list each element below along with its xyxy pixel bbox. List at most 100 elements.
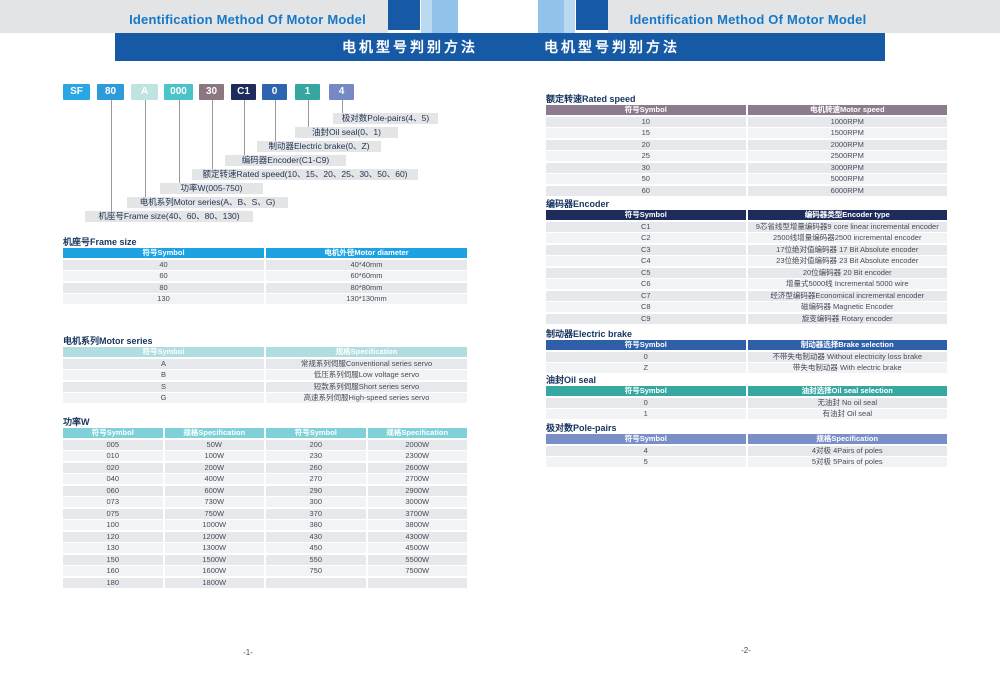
- table-cell: 30: [546, 162, 746, 173]
- code-callout: 额定转速Rated speed(10、15、20、25、30、50、60): [192, 169, 418, 180]
- table-cell: 短款系列伺服Short series servo: [266, 381, 467, 392]
- table-cell: C5: [546, 267, 746, 278]
- table-cell: 380: [266, 520, 366, 530]
- title-bar: [115, 33, 885, 61]
- table-row: Z 带失电制动器 With electric brake: [546, 363, 947, 373]
- code-callout: 油封Oil seal(0、1): [295, 127, 398, 138]
- table-cell: 3000RPM: [747, 162, 947, 173]
- table-power: 符号Symbol 规格Specification 符号Symbol 规格Specifi…: [63, 428, 467, 588]
- decor-square-medium-left: [432, 0, 458, 33]
- table-row: 5 5对极 5Pairs of poles: [546, 457, 947, 467]
- table-cell: 60: [546, 185, 746, 196]
- table-cell: 1200W: [164, 531, 264, 542]
- table-row: 020 200W 260 2600W: [63, 462, 467, 473]
- table-cell: 2300W: [367, 451, 467, 461]
- table-row: 160 1600W 750 7500W: [63, 566, 467, 576]
- table-header-cell: 电机外径Motor diameter: [266, 248, 467, 258]
- table-cell: C7: [546, 290, 746, 301]
- table-cell: 有油封 Oil seal: [747, 409, 947, 419]
- table-cell: 6000RPM: [747, 185, 947, 196]
- table-cell: 80: [63, 282, 264, 293]
- code-box-a: A: [131, 84, 158, 100]
- table-row: 4 4对极 4Pairs of poles: [546, 445, 947, 456]
- table-header-cell: 制动器选择Brake selection: [747, 340, 947, 350]
- table-row: C5 20位编码器 20 Bit encoder: [546, 267, 947, 278]
- table-row: 30 3000RPM: [546, 162, 947, 173]
- table-cell: 10: [546, 116, 746, 127]
- table-cell: 5: [546, 457, 746, 467]
- table-row: S 短款系列伺服Short series servo: [63, 381, 467, 392]
- code-box-30: 30: [199, 84, 224, 100]
- table-header-row: 符号Symbol 规格Specification: [546, 434, 947, 444]
- table-cell: 550: [266, 554, 366, 565]
- table-cell: 3800W: [367, 520, 467, 530]
- table-header-row: 符号Symbol 规格Specification: [63, 347, 467, 357]
- decor-square-pale-right: [564, 0, 575, 33]
- table-row: 075 750W 370 3700W: [63, 508, 467, 519]
- table-cell: 磁编码器 Magnetic Encoder: [747, 302, 947, 312]
- table-row: C4 23位绝对值编码器 23 Bit Absolute encoder: [546, 256, 947, 266]
- table-cell: G: [63, 393, 264, 403]
- table-title-encoder: 编码器Encoder: [546, 199, 610, 209]
- table-row: 60 60*60mm: [63, 271, 467, 281]
- code-connector-line: [178, 100, 180, 183]
- table-row: 60 6000RPM: [546, 185, 947, 196]
- table-cell: 3000W: [367, 497, 467, 507]
- table-cell: 常规系列伺服Conventional series servo: [266, 358, 467, 369]
- table-cell: 1300W: [164, 543, 264, 553]
- table-row: 100 1000W 380 3800W: [63, 520, 467, 530]
- table-header-row: 符号Symbol 规格Specification 符号Symbol 规格Specifi…: [63, 428, 467, 438]
- code-connector-line: [307, 100, 309, 127]
- table-header-cell: 规格Specification: [266, 347, 467, 357]
- table-cell: B: [63, 370, 264, 380]
- table-header-cell: 电机转速Motor speed: [747, 105, 947, 115]
- table-cell: 2500线增量编码器2500 incremental encoder: [747, 233, 947, 243]
- table-cell: 1600W: [164, 566, 264, 576]
- table-row: 10 1000RPM: [546, 116, 947, 127]
- table-cell: 160: [63, 566, 163, 576]
- page-title-zh-right: 电机型号判别方法: [544, 39, 680, 55]
- table-row: 0 不带失电制动器 Without electricity loss brake: [546, 351, 947, 362]
- table-cell: 带失电制动器 With electric brake: [747, 363, 947, 373]
- table-header-cell: 符号Symbol: [546, 105, 746, 115]
- page-number-left: -1-: [243, 648, 253, 657]
- table-cell: 不带失电制动器 Without electricity loss brake: [747, 351, 947, 362]
- table-cell: 4500W: [367, 543, 467, 553]
- code-box-4: 4: [329, 84, 354, 100]
- table-cell: 005: [63, 439, 163, 450]
- table-row: C7 经济型编码器Economical incremental encoder: [546, 290, 947, 301]
- table-cell: 2000W: [367, 439, 467, 450]
- code-box-sf: SF: [63, 84, 90, 100]
- table-row: 130 130*130mm: [63, 294, 467, 304]
- table-title-power: 功率W: [63, 417, 90, 427]
- table-title-frame-size: 机座号Frame size: [63, 237, 137, 247]
- table-motor-series: 符号Symbol 规格Specification A 常规系列伺服Convention…: [63, 347, 467, 403]
- table-row: C3 17位绝对值编码器 17 Bit Absolute encoder: [546, 244, 947, 255]
- table-encoder: 符号Symbol 编码器类型Encoder type C1 9芯省线型增量编码器9 c…: [546, 210, 947, 324]
- table-cell: 25: [546, 151, 746, 161]
- table-row: 010 100W 230 2300W: [63, 451, 467, 461]
- code-callout: 电机系列Motor series(A、B、S、G): [127, 197, 288, 208]
- table-cell: 15: [546, 128, 746, 138]
- table-cell: 2600W: [367, 462, 467, 473]
- table-title-pole-pairs: 极对数Pole-pairs: [546, 423, 617, 433]
- table-cell: C9: [546, 313, 746, 324]
- decor-square-medium-right: [538, 0, 564, 33]
- table-header-cell: 符号Symbol: [63, 248, 264, 258]
- code-box-80: 80: [97, 84, 124, 100]
- table-cell: 高速系列伺服High-speed series servo: [266, 393, 467, 403]
- code-connector-line: [243, 100, 245, 155]
- table-cell: 2500RPM: [747, 151, 947, 161]
- table-cell: 17位绝对值编码器 17 Bit Absolute encoder: [747, 244, 947, 255]
- code-connector-line: [144, 100, 146, 197]
- table-cell: 430: [266, 531, 366, 542]
- table-header-row: 符号Symbol 油封选择Oil seal selection: [546, 386, 947, 396]
- table-cell: 060: [63, 485, 163, 496]
- code-callout: 功率W(005-750): [160, 183, 263, 194]
- table-row: C6 增量式5000线 Incremental 5000 wire: [546, 279, 947, 289]
- table-cell: 100W: [164, 451, 264, 461]
- table-title-oil-seal: 油封Oil seal: [546, 375, 597, 385]
- code-callout: 极对数Pole-pairs(4、5): [333, 113, 438, 124]
- table-cell: 150: [63, 554, 163, 565]
